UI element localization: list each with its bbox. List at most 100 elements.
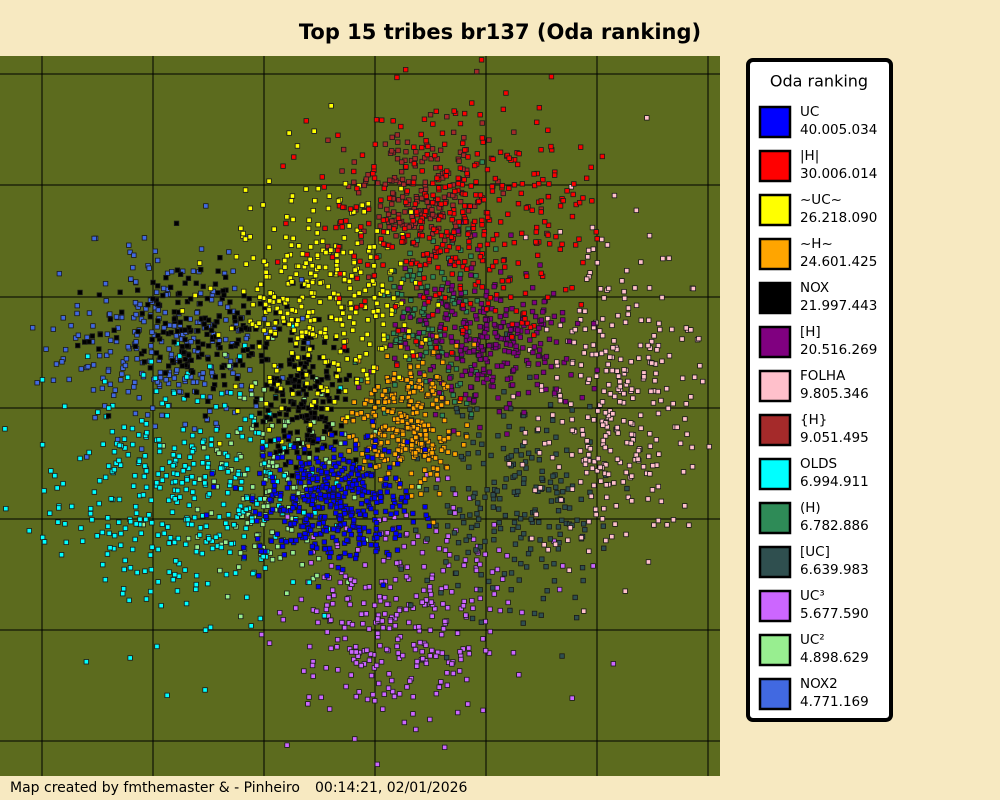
village <box>591 417 597 423</box>
village <box>461 110 468 117</box>
village <box>202 480 208 486</box>
village <box>457 347 464 354</box>
village <box>351 209 357 215</box>
village <box>603 462 609 468</box>
village <box>314 475 321 482</box>
village <box>595 455 601 462</box>
village <box>400 431 406 438</box>
village <box>455 259 462 266</box>
village <box>257 301 264 307</box>
village <box>133 339 139 345</box>
village <box>484 210 491 216</box>
village <box>182 280 188 286</box>
village <box>494 585 500 591</box>
village <box>449 282 455 289</box>
village <box>277 309 284 315</box>
village <box>474 151 481 157</box>
village <box>243 261 249 267</box>
village <box>406 224 412 230</box>
village <box>248 350 255 357</box>
village <box>511 182 518 188</box>
village <box>392 303 399 310</box>
village <box>659 294 665 301</box>
village <box>202 687 208 693</box>
village <box>512 541 519 547</box>
village <box>346 448 352 454</box>
village <box>565 537 571 543</box>
village <box>422 261 429 268</box>
village <box>142 568 148 574</box>
village <box>444 229 450 235</box>
legend-name: NOX <box>800 280 829 296</box>
village <box>497 149 504 155</box>
village <box>228 440 234 447</box>
village <box>407 267 413 274</box>
village <box>134 287 141 293</box>
village <box>107 311 113 317</box>
village <box>422 179 428 185</box>
village <box>315 504 321 510</box>
village <box>567 525 573 531</box>
village <box>593 351 599 358</box>
village <box>389 504 396 510</box>
village <box>402 446 409 452</box>
village <box>392 355 398 362</box>
village <box>121 586 127 592</box>
village <box>243 506 249 512</box>
village <box>527 337 533 343</box>
village <box>310 331 316 338</box>
village <box>303 391 309 398</box>
village <box>125 374 131 381</box>
village <box>380 217 387 223</box>
village <box>484 241 491 248</box>
village <box>537 537 543 543</box>
village <box>407 250 413 257</box>
village <box>546 181 552 187</box>
village <box>318 468 324 475</box>
village <box>465 549 471 556</box>
village <box>319 445 326 451</box>
legend-score: 40.005.034 <box>800 122 877 138</box>
village <box>261 480 267 486</box>
village <box>392 577 399 583</box>
village <box>266 427 272 433</box>
village <box>624 267 630 274</box>
village <box>665 405 671 412</box>
village <box>237 391 243 397</box>
village <box>179 363 185 369</box>
village <box>325 243 331 250</box>
village <box>336 367 342 373</box>
village <box>484 376 490 382</box>
village <box>155 301 161 307</box>
village <box>427 716 433 723</box>
village <box>206 536 212 542</box>
village <box>469 615 476 622</box>
village <box>357 258 363 265</box>
village <box>365 262 371 268</box>
village <box>290 391 296 397</box>
village <box>523 465 529 471</box>
village <box>435 216 442 223</box>
village <box>182 356 189 362</box>
village <box>429 212 436 218</box>
village <box>480 460 487 467</box>
village <box>372 437 379 444</box>
village <box>501 389 507 395</box>
village <box>58 552 65 558</box>
village <box>315 459 321 465</box>
village <box>434 374 440 380</box>
village <box>294 335 301 341</box>
village <box>341 330 347 337</box>
village <box>280 617 286 623</box>
village <box>137 516 143 522</box>
village <box>162 320 169 327</box>
village <box>207 624 214 630</box>
village <box>240 347 247 354</box>
village <box>604 242 611 248</box>
village <box>371 263 377 269</box>
village <box>403 488 409 494</box>
village <box>429 146 436 152</box>
village <box>203 512 210 518</box>
village <box>584 276 590 282</box>
village <box>132 473 138 479</box>
